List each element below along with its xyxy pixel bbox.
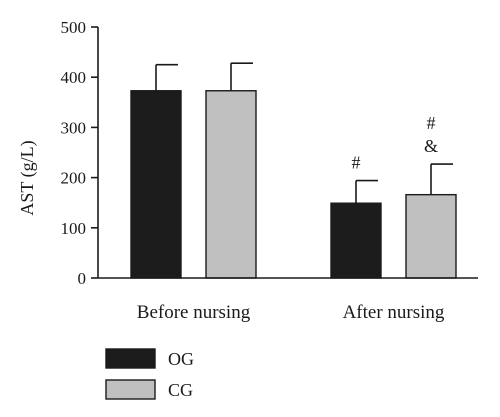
y-tick-label: 300 [61, 118, 87, 137]
significance-marker: & [424, 136, 438, 156]
y-tick-label: 200 [61, 169, 87, 188]
legend-label-og: OG [168, 349, 194, 369]
y-tick-label: 500 [61, 18, 87, 37]
legend-label-cg: CG [168, 380, 193, 400]
y-axis: 0 100 200 300 400 500 [61, 18, 99, 288]
y-tick-label: 400 [61, 68, 87, 87]
significance-marker: # [352, 153, 361, 173]
y-tick-label: 100 [61, 219, 87, 238]
legend: OG CG [105, 348, 194, 400]
bar-og-after [330, 202, 382, 279]
legend-swatch-cg [105, 379, 156, 400]
y-axis-title: AST (g/L) [17, 140, 38, 215]
x-axis: Before nursing After nursing [98, 277, 478, 323]
legend-swatch-og [105, 348, 156, 369]
x-category-label: Before nursing [137, 302, 251, 323]
bars-group: # # & [130, 62, 457, 279]
x-category-label: After nursing [343, 302, 445, 323]
bar-og-before [130, 90, 182, 279]
y-tick-label: 0 [78, 269, 87, 288]
bar-cg-after [405, 193, 457, 279]
significance-marker: # [427, 113, 436, 133]
bar-cg-before [205, 90, 257, 279]
